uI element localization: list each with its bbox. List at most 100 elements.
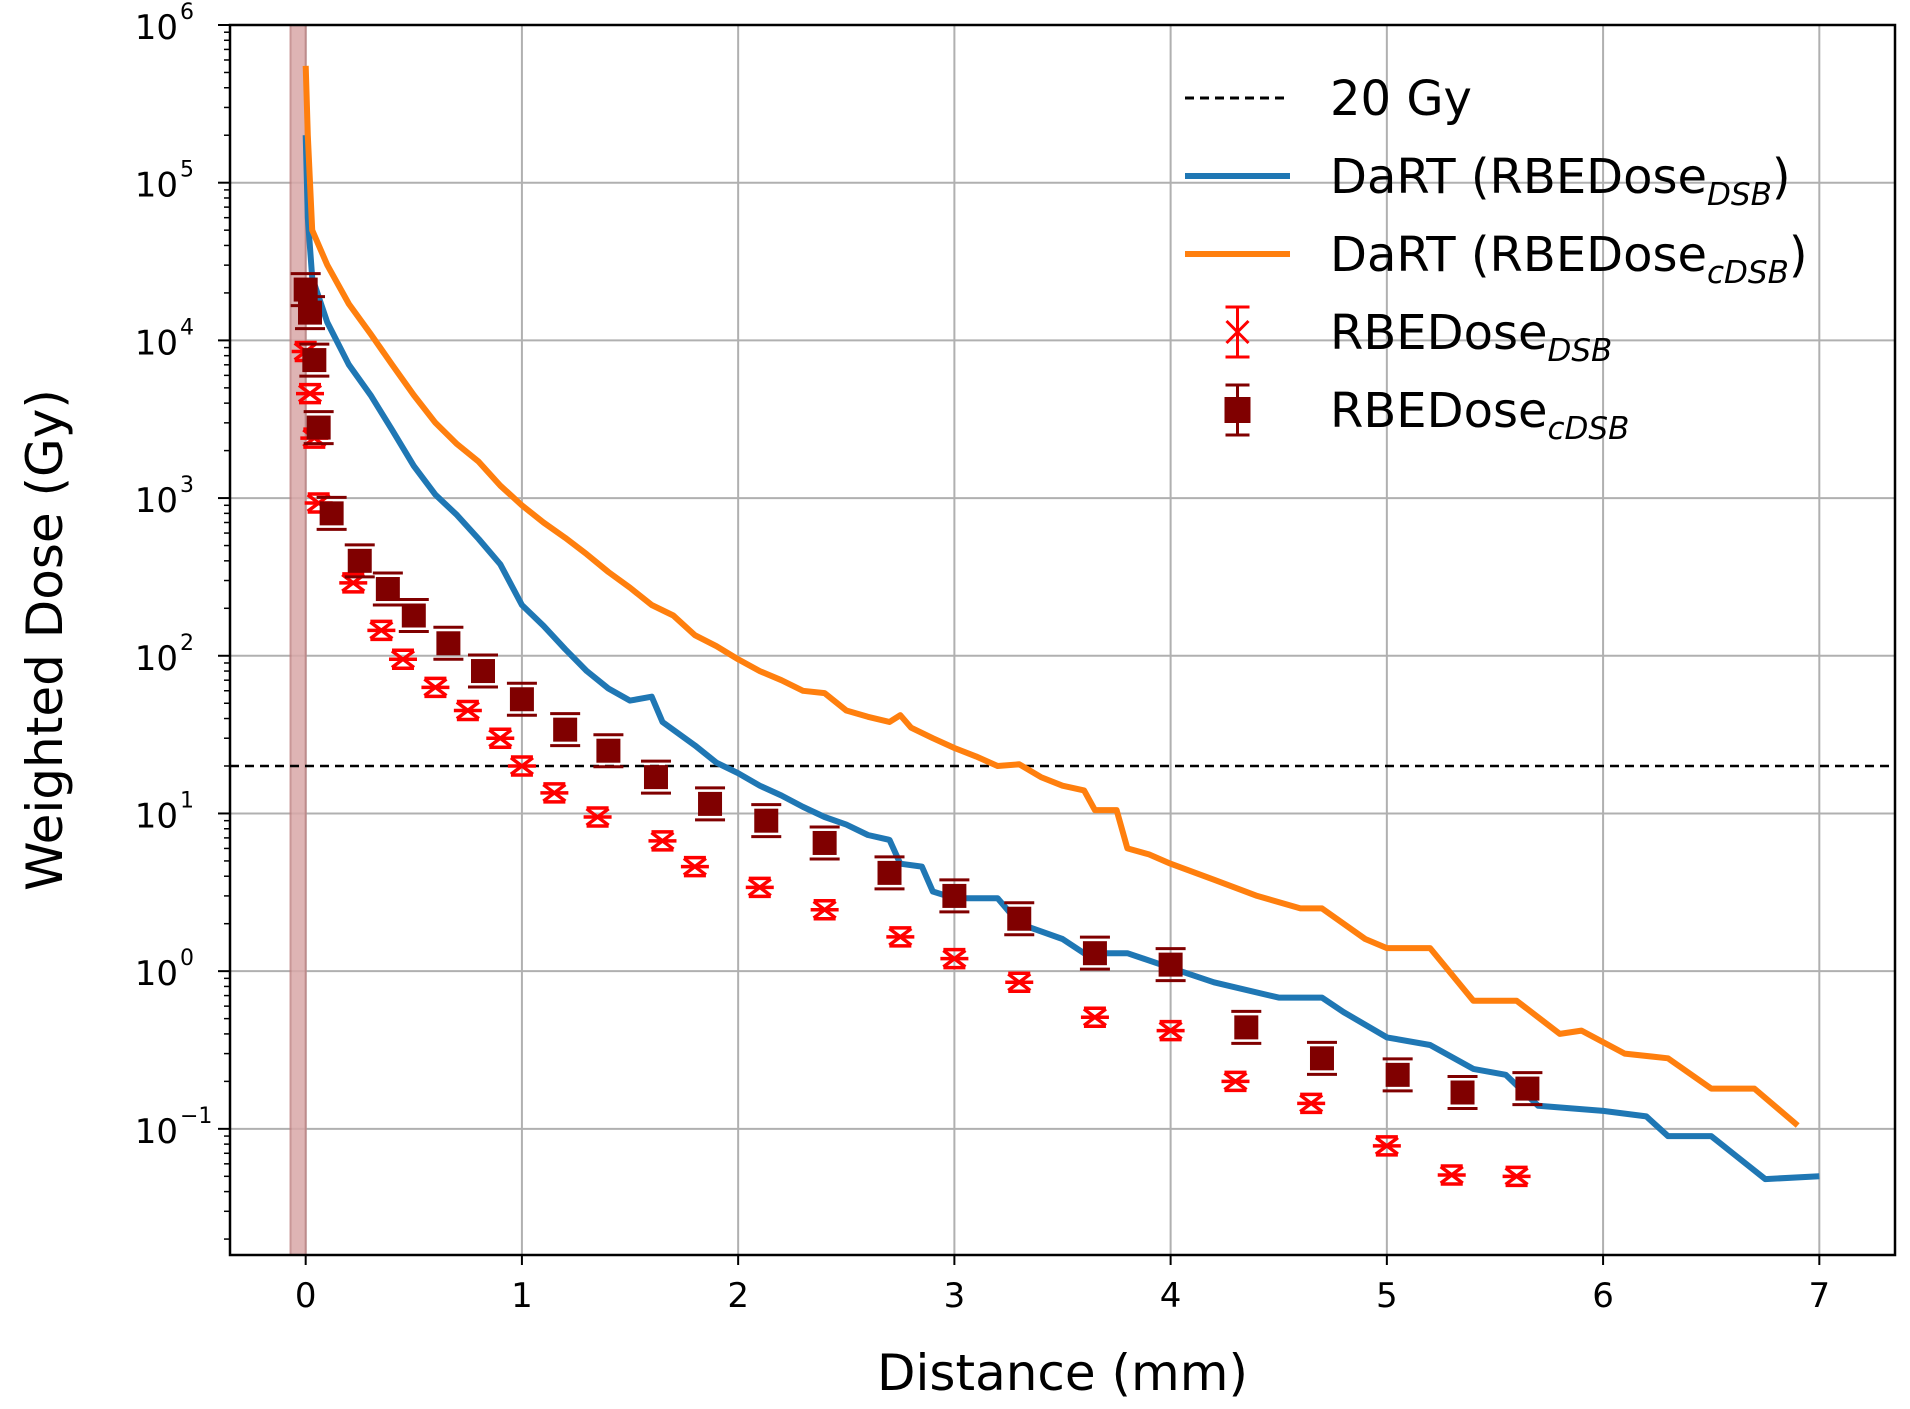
data-point-rbedose-cdsb (1512, 1071, 1543, 1107)
y-tick-exponent: 4 (180, 315, 194, 340)
legend: 20 Gy DaRT (RBEDoseDSB) DaRT (RBEDosecDSB)… (1185, 71, 1808, 447)
data-point-rbedose-cdsb (939, 878, 970, 914)
data-point-rbedose-cdsb (1155, 947, 1186, 983)
marker-square (1450, 1080, 1475, 1105)
x-tick-label: 5 (1376, 1276, 1398, 1316)
data-point-rbedose-cdsb (303, 410, 334, 446)
data-point-rbedose-cdsb (874, 855, 905, 891)
data-point-rbedose-dsb (810, 899, 839, 921)
shaded-band (289, 24, 307, 1256)
marker-square (698, 791, 723, 816)
data-point-rbedose-cdsb (398, 598, 429, 634)
data-point-rbedose-cdsb (433, 625, 464, 661)
y-tick-label: 10 (135, 8, 178, 48)
marker-square (302, 348, 327, 373)
y-tick-exponent: 1 (180, 788, 194, 813)
data-point-rbedose-dsb (680, 855, 709, 878)
data-point-rbedose-cdsb (299, 342, 330, 378)
marker-square (1385, 1062, 1410, 1087)
data-point-rbedose-dsb (1437, 1164, 1466, 1186)
x-axis-title: Distance (mm) (877, 1344, 1248, 1402)
y-tick-label: 10 (135, 481, 178, 521)
legend-entry: 20 Gy (1185, 71, 1472, 127)
y-tick-label: 10 (135, 796, 178, 836)
legend-entry: DaRT (RBEDosecDSB) (1185, 227, 1808, 291)
data-point-rbedose-dsb (367, 619, 396, 642)
y-tick-exponent: 5 (180, 158, 194, 183)
marker-square (319, 501, 344, 526)
data-point-rbedose-cdsb (1306, 1040, 1337, 1076)
x-tick-label: 7 (1808, 1276, 1830, 1316)
legend-label: DaRT (RBEDoseDSB) (1330, 149, 1791, 213)
data-point-rbedose-cdsb (550, 712, 581, 748)
marker-square (1082, 941, 1107, 966)
marker-square (436, 631, 461, 656)
legend-marker-square (1224, 397, 1251, 423)
data-point-rbedose-cdsb (344, 543, 375, 579)
legend-entry: RBEDoseDSB (1225, 305, 1612, 369)
marker-square (306, 415, 331, 440)
data-point-rbedose-dsb (1156, 1019, 1185, 1042)
marker-square (1007, 906, 1032, 931)
data-point-rbedose-cdsb (1382, 1057, 1413, 1093)
marker-square (1234, 1015, 1259, 1040)
marker-square (401, 603, 426, 628)
data-point-rbedose-dsb (1080, 1006, 1109, 1029)
marker-square (375, 577, 400, 602)
data-point-rbedose-cdsb (372, 571, 403, 607)
marker-square (509, 687, 534, 712)
data-point-rbedose-cdsb (1447, 1075, 1478, 1111)
data-point-rbedose-dsb (886, 926, 915, 948)
x-tick-label: 3 (944, 1276, 966, 1316)
grid (230, 24, 1895, 1255)
data-point-rbedose-dsb (1502, 1165, 1531, 1188)
data-point-rbedose-cdsb (1231, 1009, 1262, 1045)
data-point-rbedose-dsb (648, 830, 677, 852)
data-point-rbedose-dsb (1221, 1070, 1250, 1093)
marker-square (643, 765, 668, 790)
data-point-rbedose-dsb (1372, 1135, 1401, 1157)
data-point-rbedose-dsb (540, 782, 569, 804)
marker-square (596, 738, 621, 763)
marker-square (812, 830, 837, 855)
y-tick-exponent: 2 (180, 631, 194, 656)
marker-square (1158, 952, 1183, 977)
marker-square (754, 808, 779, 833)
legend-label: RBEDoseDSB (1330, 305, 1612, 369)
x-tick-label: 6 (1592, 1276, 1614, 1316)
legend-entry: DaRT (RBEDoseDSB) (1185, 149, 1791, 213)
x-axis-ticks: 0 1 2 3 4 5 6 7 (295, 1255, 1830, 1316)
data-point-rbedose-cdsb (809, 825, 840, 861)
data-point-rbedose-dsb (745, 876, 774, 899)
data-point-rbedose-dsb (583, 806, 612, 828)
data-point-rbedose-cdsb (295, 295, 326, 331)
data-point-rbedose-dsb (388, 648, 417, 671)
data-point-rbedose-dsb (453, 699, 482, 722)
data-point-rbedose-cdsb (751, 803, 782, 839)
data-point-rbedose-dsb (940, 947, 969, 970)
data-point-rbedose-cdsb (316, 495, 347, 531)
data-point-rbedose-cdsb (640, 759, 671, 795)
y-tick-exponent: 6 (180, 0, 194, 25)
y-tick-label: 10 (135, 954, 178, 994)
y-tick-exponent: −1 (180, 1104, 212, 1129)
data-point-rbedose-cdsb (467, 653, 498, 689)
data-point-rbedose-dsb (507, 755, 536, 777)
y-tick-label: 10 (135, 323, 178, 363)
shaded-band-layer (289, 24, 307, 1256)
marker-square (1515, 1076, 1540, 1101)
x-tick-label: 1 (511, 1276, 533, 1316)
marker-square (553, 717, 578, 742)
legend-entry: RBEDosecDSB (1224, 383, 1629, 447)
legend-marker-x (1225, 319, 1250, 345)
data-point-rbedose-cdsb (695, 786, 726, 822)
y-tick-exponent: 3 (180, 473, 194, 498)
data-point-rbedose-cdsb (1079, 935, 1110, 971)
marker-square (347, 548, 372, 573)
y-tick-label: 10 (135, 166, 178, 206)
series-layer (290, 65, 1820, 1188)
y-tick-label: 10 (135, 1112, 178, 1152)
data-point-rbedose-cdsb (506, 681, 537, 717)
